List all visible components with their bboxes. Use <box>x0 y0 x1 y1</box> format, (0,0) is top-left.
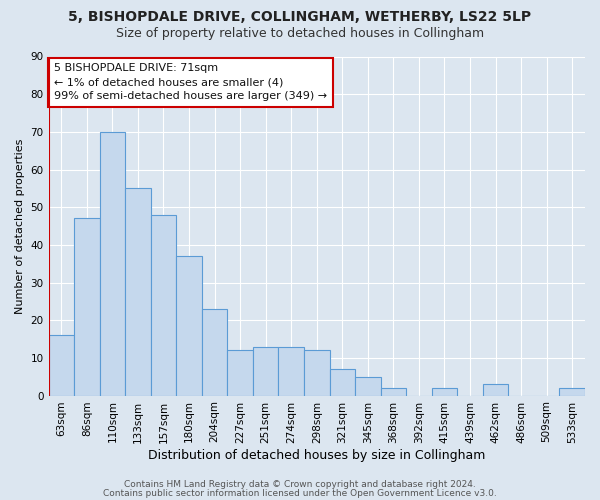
Bar <box>100 132 125 396</box>
Text: Contains public sector information licensed under the Open Government Licence v3: Contains public sector information licen… <box>103 489 497 498</box>
Bar <box>151 214 176 396</box>
Bar <box>227 350 253 396</box>
Bar <box>176 256 202 396</box>
Bar <box>329 369 355 396</box>
Text: 5, BISHOPDALE DRIVE, COLLINGHAM, WETHERBY, LS22 5LP: 5, BISHOPDALE DRIVE, COLLINGHAM, WETHERB… <box>68 10 532 24</box>
X-axis label: Distribution of detached houses by size in Collingham: Distribution of detached houses by size … <box>148 450 485 462</box>
Bar <box>483 384 508 396</box>
Text: 5 BISHOPDALE DRIVE: 71sqm
← 1% of detached houses are smaller (4)
99% of semi-de: 5 BISHOPDALE DRIVE: 71sqm ← 1% of detach… <box>54 64 327 102</box>
Bar <box>432 388 457 396</box>
Bar <box>355 376 380 396</box>
Bar <box>304 350 329 396</box>
Bar <box>74 218 100 396</box>
Bar <box>49 336 74 396</box>
Bar <box>559 388 585 396</box>
Bar <box>380 388 406 396</box>
Bar <box>253 346 278 396</box>
Text: Size of property relative to detached houses in Collingham: Size of property relative to detached ho… <box>116 28 484 40</box>
Bar <box>125 188 151 396</box>
Bar <box>202 309 227 396</box>
Y-axis label: Number of detached properties: Number of detached properties <box>15 138 25 314</box>
Bar <box>278 346 304 396</box>
Text: Contains HM Land Registry data © Crown copyright and database right 2024.: Contains HM Land Registry data © Crown c… <box>124 480 476 489</box>
